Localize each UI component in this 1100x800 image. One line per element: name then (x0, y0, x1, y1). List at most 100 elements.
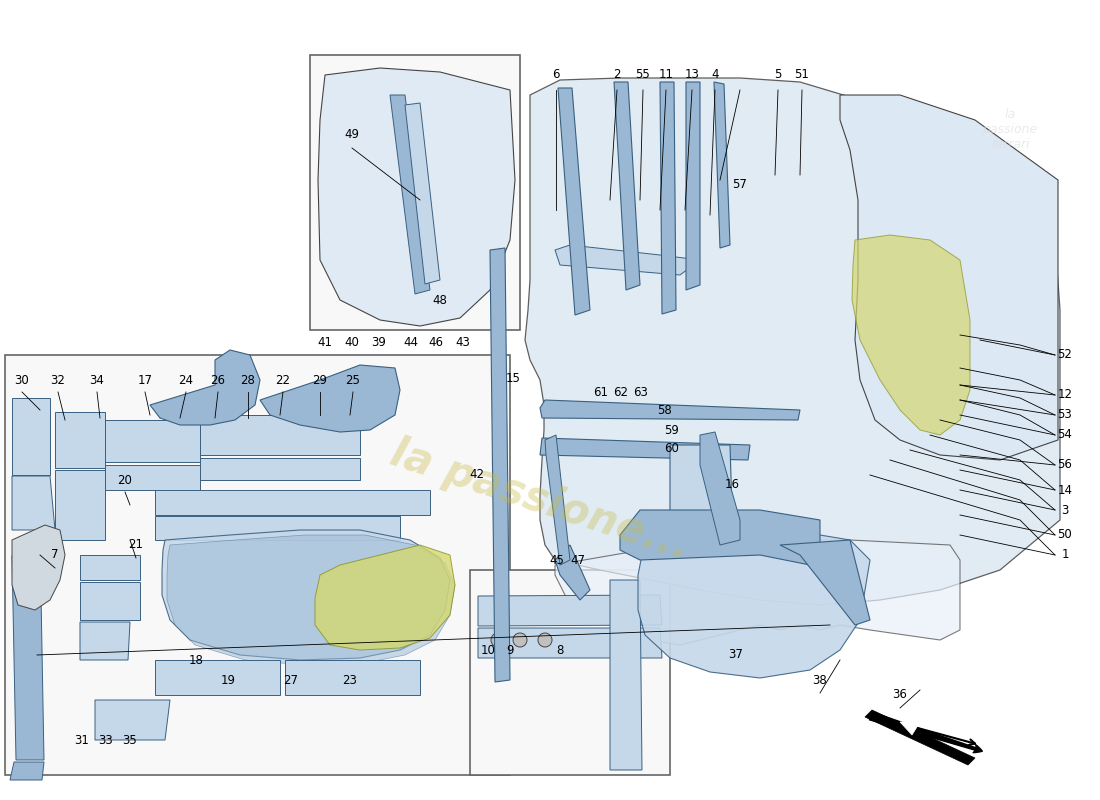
Text: 63: 63 (634, 386, 648, 398)
Polygon shape (285, 660, 420, 695)
Polygon shape (490, 248, 510, 682)
Polygon shape (558, 88, 590, 315)
Polygon shape (200, 458, 360, 480)
Polygon shape (10, 762, 44, 780)
Text: 2: 2 (614, 69, 620, 82)
Text: 9: 9 (506, 643, 514, 657)
Polygon shape (104, 465, 200, 490)
Text: 33: 33 (99, 734, 113, 746)
Text: 5: 5 (774, 69, 782, 82)
Polygon shape (638, 530, 870, 678)
Polygon shape (714, 82, 730, 248)
Text: 62: 62 (614, 386, 628, 398)
Polygon shape (780, 540, 870, 625)
Text: 6: 6 (552, 69, 560, 82)
Text: 47: 47 (571, 554, 585, 566)
Text: 29: 29 (312, 374, 328, 386)
Text: la
passione
ferrari: la passione ferrari (982, 109, 1037, 151)
Polygon shape (540, 400, 800, 420)
Bar (6, 355, 510, 775)
Text: 60: 60 (664, 442, 680, 454)
Polygon shape (540, 438, 750, 460)
Polygon shape (55, 412, 104, 468)
Text: 45: 45 (550, 554, 564, 566)
Polygon shape (318, 68, 515, 326)
Polygon shape (167, 535, 455, 665)
Bar (470, 570, 670, 775)
Text: 18: 18 (188, 654, 204, 666)
Text: 49: 49 (344, 129, 360, 142)
Text: 53: 53 (1057, 409, 1072, 422)
Text: 3: 3 (1062, 503, 1069, 517)
Text: 50: 50 (1057, 529, 1072, 542)
Polygon shape (155, 516, 400, 540)
Text: 31: 31 (75, 734, 89, 746)
Polygon shape (556, 540, 960, 645)
Text: 27: 27 (284, 674, 298, 686)
Polygon shape (670, 445, 732, 512)
Bar (310, 55, 520, 330)
Text: 20: 20 (118, 474, 132, 486)
Polygon shape (620, 510, 820, 565)
Text: 26: 26 (210, 374, 225, 386)
Circle shape (513, 633, 527, 647)
Text: 19: 19 (220, 674, 235, 686)
Polygon shape (525, 78, 1060, 605)
Text: 11: 11 (659, 69, 673, 82)
Polygon shape (900, 722, 920, 735)
Text: 39: 39 (372, 335, 386, 349)
Polygon shape (155, 490, 430, 515)
Polygon shape (12, 476, 55, 530)
Text: 4: 4 (712, 69, 718, 82)
Text: 24: 24 (178, 374, 194, 386)
Text: 22: 22 (275, 374, 290, 386)
Polygon shape (55, 470, 104, 540)
Polygon shape (544, 435, 570, 565)
Text: 15: 15 (506, 371, 520, 385)
Text: 40: 40 (344, 335, 360, 349)
Text: 13: 13 (684, 69, 700, 82)
Polygon shape (155, 660, 280, 695)
Text: 28: 28 (241, 374, 255, 386)
Polygon shape (390, 95, 430, 294)
Text: 10: 10 (481, 643, 495, 657)
Polygon shape (104, 420, 200, 462)
Text: 54: 54 (1057, 429, 1072, 442)
Text: 21: 21 (129, 538, 143, 551)
Polygon shape (150, 350, 260, 425)
Polygon shape (865, 710, 975, 765)
Circle shape (491, 633, 505, 647)
Polygon shape (80, 622, 130, 660)
Polygon shape (95, 700, 170, 740)
Text: 43: 43 (455, 335, 471, 349)
Polygon shape (315, 545, 455, 650)
Text: 30: 30 (14, 374, 30, 386)
Text: 1: 1 (1062, 549, 1069, 562)
Polygon shape (556, 245, 700, 275)
Text: 32: 32 (51, 374, 65, 386)
Text: 51: 51 (794, 69, 810, 82)
Text: 36: 36 (892, 689, 907, 702)
Text: 55: 55 (636, 69, 650, 82)
Text: 17: 17 (138, 374, 153, 386)
Polygon shape (162, 530, 450, 660)
Text: 12: 12 (1057, 389, 1072, 402)
Text: 48: 48 (432, 294, 448, 306)
Text: 25: 25 (345, 374, 361, 386)
Text: 46: 46 (429, 335, 443, 349)
Text: 35: 35 (122, 734, 138, 746)
Text: 16: 16 (725, 478, 739, 491)
Text: 14: 14 (1057, 483, 1072, 497)
Polygon shape (478, 628, 662, 658)
Text: 38: 38 (813, 674, 827, 686)
Circle shape (538, 633, 552, 647)
Polygon shape (556, 545, 590, 600)
Text: 7: 7 (52, 549, 58, 562)
Polygon shape (200, 415, 360, 455)
Text: la passione...: la passione... (385, 432, 695, 568)
Text: 44: 44 (404, 335, 418, 349)
Polygon shape (852, 235, 970, 435)
Text: 59: 59 (664, 423, 680, 437)
Polygon shape (610, 580, 642, 770)
Polygon shape (700, 432, 740, 545)
